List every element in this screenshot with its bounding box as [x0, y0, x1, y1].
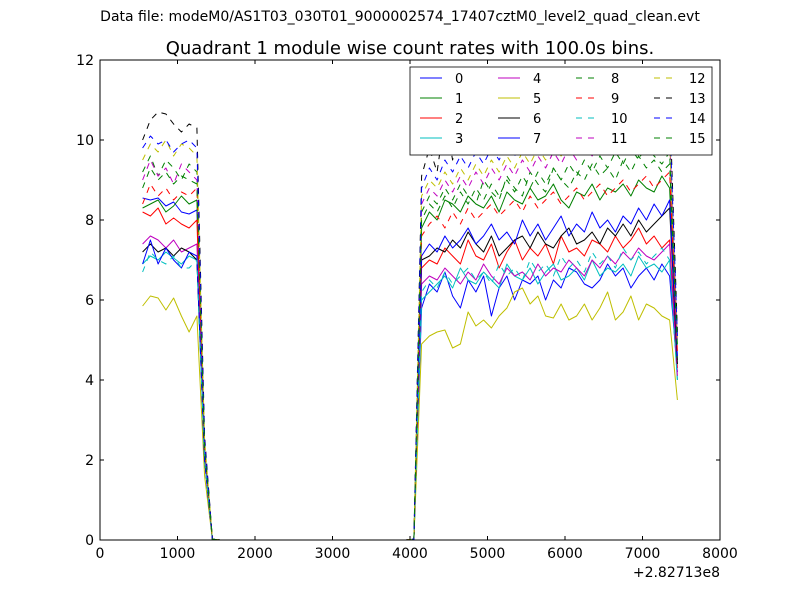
legend-label-14: 14: [689, 112, 706, 127]
x-tick-label: 8000: [702, 546, 738, 562]
figure-suptitle: Data file: modeM0/AS1T03_030T01_90000025…: [100, 9, 700, 25]
legend-label-9: 9: [611, 92, 619, 107]
legend-label-11: 11: [611, 132, 628, 147]
series-line-13: [142, 87, 678, 540]
x-tick-label: 4000: [392, 546, 428, 562]
legend-label-6: 6: [533, 112, 541, 127]
legend-label-13: 13: [689, 92, 706, 107]
y-tick-label: 2: [85, 453, 94, 469]
legend-label-2: 2: [455, 112, 463, 127]
series-line-5: [142, 287, 678, 540]
x-tick-label: 5000: [470, 546, 506, 562]
legend-label-5: 5: [533, 92, 541, 107]
legend-label-7: 7: [533, 132, 541, 147]
legend-label-12: 12: [689, 72, 706, 87]
x-offset-label: +2.82713e8: [633, 565, 720, 581]
y-tick-label: 4: [85, 373, 94, 389]
series-line-9: [142, 171, 678, 540]
series-line-15: [142, 143, 678, 540]
x-tick-label: 6000: [547, 546, 583, 562]
legend-label-3: 3: [455, 132, 463, 147]
axes-group: 0 1000 2000 3000 4000 5000 6000 7000 80000246810…: [76, 53, 738, 562]
series-line-8: [142, 155, 678, 540]
series-line-11: [142, 127, 678, 540]
series-line-4: [142, 235, 678, 540]
legend-box: [409, 66, 713, 156]
x-tick-label: 1000: [160, 546, 196, 562]
x-tick-label: 0: [96, 546, 105, 562]
series-line-2: [142, 207, 678, 540]
series-line-0: [142, 197, 678, 540]
y-tick-label: 10: [76, 133, 94, 149]
y-tick-label: 12: [76, 53, 94, 69]
chart-title: Quadrant 1 module wise count rates with …: [166, 38, 655, 59]
legend-label-15: 15: [689, 132, 706, 147]
y-tick-label: 8: [85, 213, 94, 229]
series-line-12: [142, 119, 678, 540]
y-tick-label: 0: [85, 533, 94, 549]
x-tick-label: 2000: [237, 546, 273, 562]
legend-label-1: 1: [455, 92, 463, 107]
series-line-10: [142, 247, 678, 540]
x-tick-label: 7000: [625, 546, 661, 562]
legend-label-0: 0: [455, 72, 463, 87]
legend-label-4: 4: [533, 72, 541, 87]
series-group: [142, 87, 678, 540]
legend-label-8: 8: [611, 72, 619, 87]
series-line-7: [142, 199, 678, 540]
series-line-1: [142, 175, 678, 540]
series-line-6: [142, 207, 678, 540]
series-line-14: [142, 107, 678, 540]
series-line-3: [142, 251, 678, 540]
y-tick-label: 6: [85, 293, 94, 309]
x-tick-label: 3000: [315, 546, 351, 562]
legend-label-10: 10: [611, 112, 628, 127]
